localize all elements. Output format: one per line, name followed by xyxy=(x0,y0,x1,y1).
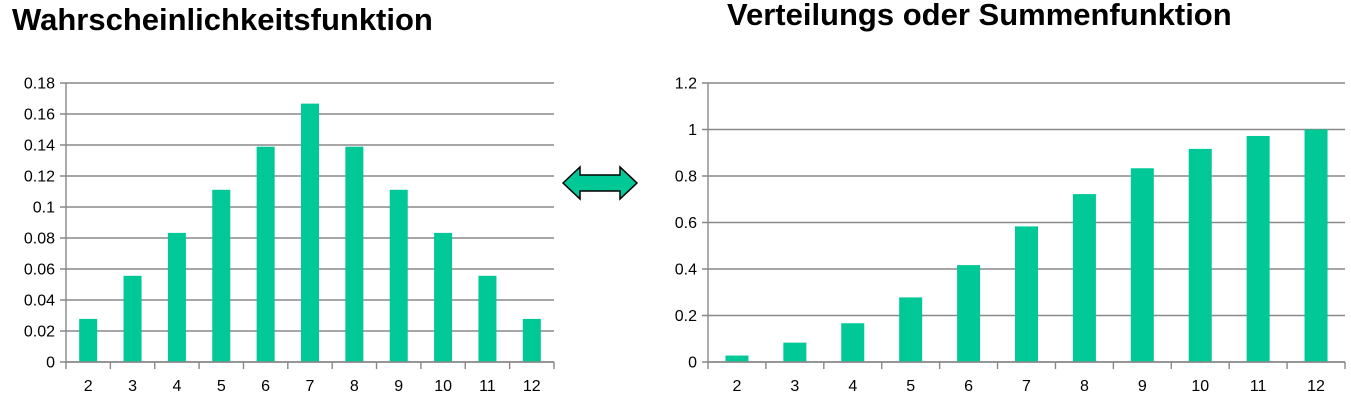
right-x-tick-label: 7 xyxy=(1022,378,1031,395)
left-bar-9 xyxy=(389,189,408,362)
right-y-tick-label: 0 xyxy=(688,355,697,372)
right-x-tick-label: 5 xyxy=(906,378,915,395)
right-bar-2 xyxy=(725,355,749,362)
right-x-tick-label: 4 xyxy=(848,378,857,395)
left-bar-12 xyxy=(522,318,541,362)
right-x-tick-label: 8 xyxy=(1080,378,1089,395)
left-bar-10 xyxy=(434,232,453,362)
left-bar-5 xyxy=(212,189,231,362)
left-bar-11 xyxy=(478,275,497,362)
right-x-tick-label: 11 xyxy=(1250,378,1267,395)
right-bar-6 xyxy=(957,265,981,362)
left-bar-6 xyxy=(256,146,275,362)
left-y-tick-label: 0.18 xyxy=(24,76,55,93)
right-bar-7 xyxy=(1015,226,1038,362)
left-bar-8 xyxy=(345,146,364,362)
right-gridlines: 0 0.2 0.4 0.6 0.8 1 1.2 xyxy=(675,76,1345,372)
right-y-tick-label: 0.6 xyxy=(675,215,697,232)
right-bar-3 xyxy=(783,342,807,362)
right-y-tick-label: 1.2 xyxy=(675,76,697,93)
left-x-tick-label: 2 xyxy=(84,378,93,395)
left-y-tick-label: 0.16 xyxy=(24,107,55,124)
left-x-tick-label: 5 xyxy=(217,378,226,395)
left-x-tick-label: 7 xyxy=(306,378,315,395)
chart-title-right: Verteilungs oder Summenfunktion xyxy=(727,0,1232,32)
right-x-tick-label: 12 xyxy=(1307,378,1325,395)
left-y-tick-label: 0.1 xyxy=(33,200,55,217)
right-x-tick-label: 10 xyxy=(1191,378,1209,395)
left-x-tick-label: 11 xyxy=(479,378,496,395)
left-y-tick-label: 0.02 xyxy=(24,324,55,341)
right-bar-5 xyxy=(899,297,923,362)
right-x-tick-label: 9 xyxy=(1138,378,1147,395)
right-x-tick-label: 6 xyxy=(964,378,973,395)
arrow-shape xyxy=(561,165,639,201)
left-y-tick-label: 0.14 xyxy=(24,138,55,155)
left-x-tick-label: 4 xyxy=(172,378,181,395)
left-gridlines: 0 0.02 0.04 0.06 0.08 0.1 0.12 0.14 0.16 0.18 xyxy=(24,76,554,372)
right-bar-9 xyxy=(1130,168,1154,362)
left-bar-4 xyxy=(167,232,186,362)
right-bar-12 xyxy=(1304,129,1328,362)
left-x-tick-label: 12 xyxy=(523,378,541,395)
left-bar-2 xyxy=(79,318,98,362)
left-x-tick-label: 10 xyxy=(434,378,452,395)
right-x-tick-label: 3 xyxy=(790,378,799,395)
left-x-tick-label: 9 xyxy=(394,378,403,395)
right-bar-10 xyxy=(1188,148,1212,362)
right-bar-8 xyxy=(1072,194,1096,362)
left-y-tick-label: 0 xyxy=(46,355,55,372)
right-y-tick-label: 0.2 xyxy=(675,308,697,325)
right-y-tick-label: 0.8 xyxy=(675,169,697,186)
left-x-tick-label: 8 xyxy=(350,378,359,395)
double-headed-arrow-icon xyxy=(561,165,639,201)
left-bar-7 xyxy=(301,103,319,363)
right-bar-4 xyxy=(841,323,865,362)
right-y-tick-label: 1 xyxy=(688,122,697,139)
chart-title-left: Wahrscheinlichkeitsfunktion xyxy=(12,2,433,37)
left-x-tick-label: 3 xyxy=(128,378,137,395)
left-bar-3 xyxy=(123,275,142,362)
right-x-tick-label: 2 xyxy=(733,378,742,395)
left-y-tick-label: 0.06 xyxy=(24,262,55,279)
left-x-tick-label: 6 xyxy=(261,378,270,395)
left-y-tick-label: 0.04 xyxy=(24,293,55,310)
left-y-tick-label: 0.12 xyxy=(24,169,55,186)
right-y-tick-label: 0.4 xyxy=(675,262,697,279)
left-y-tick-label: 0.08 xyxy=(24,231,55,248)
right-bar-11 xyxy=(1246,135,1270,362)
